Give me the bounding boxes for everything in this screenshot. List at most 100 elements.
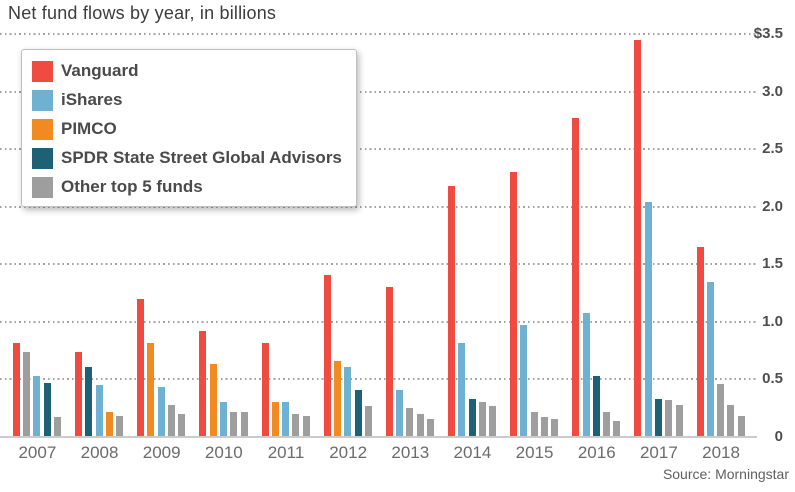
bar-2012-ishares-2: [344, 367, 352, 437]
y-tick-1.0: 1.0: [762, 312, 783, 330]
y-tick-1.5: 1.5: [762, 255, 783, 273]
bar-2010-pimco-1: [209, 364, 217, 437]
bar-group-2013: [385, 34, 435, 437]
bar-2011-vanguard-0: [261, 343, 269, 437]
bar-2015-other-4: [551, 419, 559, 437]
bar-2010-ishares-2: [219, 402, 227, 437]
gridline-2: [0, 205, 757, 208]
bar-2009-vanguard-0: [137, 299, 145, 437]
bar-2017-other-4: [675, 405, 683, 437]
x-tick-2010: 2010: [204, 443, 243, 462]
bar-group-2007: [12, 34, 62, 437]
gridline-2.5: [0, 148, 757, 151]
bar-2012-spdr-3: [354, 390, 362, 437]
x-tick-2012: 2012: [329, 443, 368, 462]
bar-2012-pimco-1: [333, 361, 341, 437]
bar-2007-vanguard-0: [12, 343, 20, 437]
bar-2017-spdr-2: [654, 399, 662, 437]
bar-2013-ishares-1: [396, 390, 404, 437]
legend-label-other: Other top 5 funds: [61, 177, 203, 196]
bar-2011-other-3: [292, 414, 300, 437]
bar-2015-vanguard-0: [510, 172, 518, 437]
legend-item-other: Other top 5 funds: [32, 176, 342, 198]
gridline-3.5: [0, 33, 757, 35]
bar-group-2008: [75, 34, 124, 437]
legend-item-pimco: PIMCO: [32, 118, 342, 140]
bar-2007-ishares-2: [33, 376, 41, 437]
x-tick-2007: 2007: [18, 443, 57, 462]
bar-2011-ishares-2: [282, 402, 290, 437]
bar-2009-pimco-1: [147, 343, 155, 437]
bar-2016-ishares-1: [582, 313, 590, 437]
source-label: Source: Morningstar: [662, 466, 789, 482]
bar-2015-other-2: [530, 412, 538, 437]
chart-title: Net fund flows by year, in billions: [8, 3, 277, 23]
bar-2015-ishares-1: [520, 325, 528, 437]
plot-area: [0, 33, 757, 437]
bar-2013-other-4: [426, 419, 434, 437]
bar-group-2016: [572, 34, 621, 437]
bar-group-2011: [261, 34, 311, 437]
bar-group-2018: [696, 34, 746, 437]
bar-2014-spdr-2: [468, 399, 476, 437]
bar-2017-ishares-1: [644, 202, 652, 437]
bar-2014-ishares-1: [458, 343, 466, 437]
bar-2018-other-4: [737, 416, 745, 437]
y-tick-0: 0: [774, 428, 783, 445]
bar-2011-pimco-1: [271, 402, 279, 437]
x-tick-2015: 2015: [515, 443, 554, 462]
gridline-1.5: [0, 263, 757, 266]
legend-item-ishares: iShares: [32, 89, 342, 111]
bar-group-2014: [447, 34, 497, 437]
bar-2007-other-1: [23, 352, 31, 437]
x-tick-2013: 2013: [391, 443, 430, 462]
y-tick-3.5: $3.5: [753, 25, 783, 42]
bar-2018-other-3: [727, 405, 735, 437]
gridline-3: [0, 90, 757, 93]
bar-2008-ishares-2: [95, 385, 103, 437]
bar-2012-vanguard-0: [323, 275, 331, 437]
bar-group-2009: [137, 34, 186, 437]
bar-2013-vanguard-0: [385, 287, 393, 437]
legend-label-vanguard: Vanguard: [61, 61, 139, 80]
bar-2011-other-4: [302, 416, 310, 437]
x-tick-2014: 2014: [453, 443, 492, 462]
bar-2016-other-3: [603, 412, 611, 437]
bar-2008-spdr-1: [85, 367, 93, 437]
legend-label-pimco: PIMCO: [61, 119, 117, 138]
bar-2009-other-4: [178, 414, 186, 437]
y-tick-2.5: 2.5: [762, 140, 783, 158]
legend-swatch-pimco: [32, 118, 53, 140]
bar-2016-spdr-2: [592, 376, 600, 437]
bar-2010-other-4: [240, 412, 248, 437]
legend-swatch-other: [32, 176, 53, 198]
legend-item-vanguard: Vanguard: [32, 60, 342, 82]
bar-group-2015: [510, 34, 559, 437]
bar-2009-other-3: [168, 405, 176, 437]
legend-item-spdr: SPDR State Street Global Advisors: [32, 147, 342, 169]
legend-label-spdr: SPDR State Street Global Advisors: [61, 148, 342, 167]
bar-2016-vanguard-0: [572, 118, 580, 437]
bar-2016-other-4: [613, 421, 621, 437]
x-tick-2017: 2017: [639, 443, 678, 462]
x-tick-2018: 2018: [702, 443, 740, 462]
gridline-1: [0, 320, 757, 323]
y-tick-2.0: 2.0: [762, 197, 783, 215]
bar-group-2010: [199, 34, 248, 437]
gridline-0.5: [0, 378, 757, 381]
legend-swatch-vanguard: [32, 60, 53, 82]
bar-2014-other-3: [478, 402, 486, 437]
x-axis-baseline: [0, 436, 757, 438]
legend-swatch-spdr: [32, 147, 53, 169]
bar-2018-vanguard-0: [696, 247, 704, 437]
bar-2008-other-4: [116, 416, 124, 437]
bar-2013-other-2: [406, 408, 414, 437]
legend: Vanguard iShares PIMCO SPDR State Street Gl…: [21, 49, 357, 207]
legend-label-ishares: iShares: [61, 90, 123, 109]
bar-group-2012: [323, 34, 373, 437]
bar-2017-other-3: [665, 400, 673, 437]
bar-2008-vanguard-0: [75, 352, 83, 437]
bar-2012-other-4: [364, 406, 372, 437]
bar-2009-ishares-2: [157, 387, 165, 437]
